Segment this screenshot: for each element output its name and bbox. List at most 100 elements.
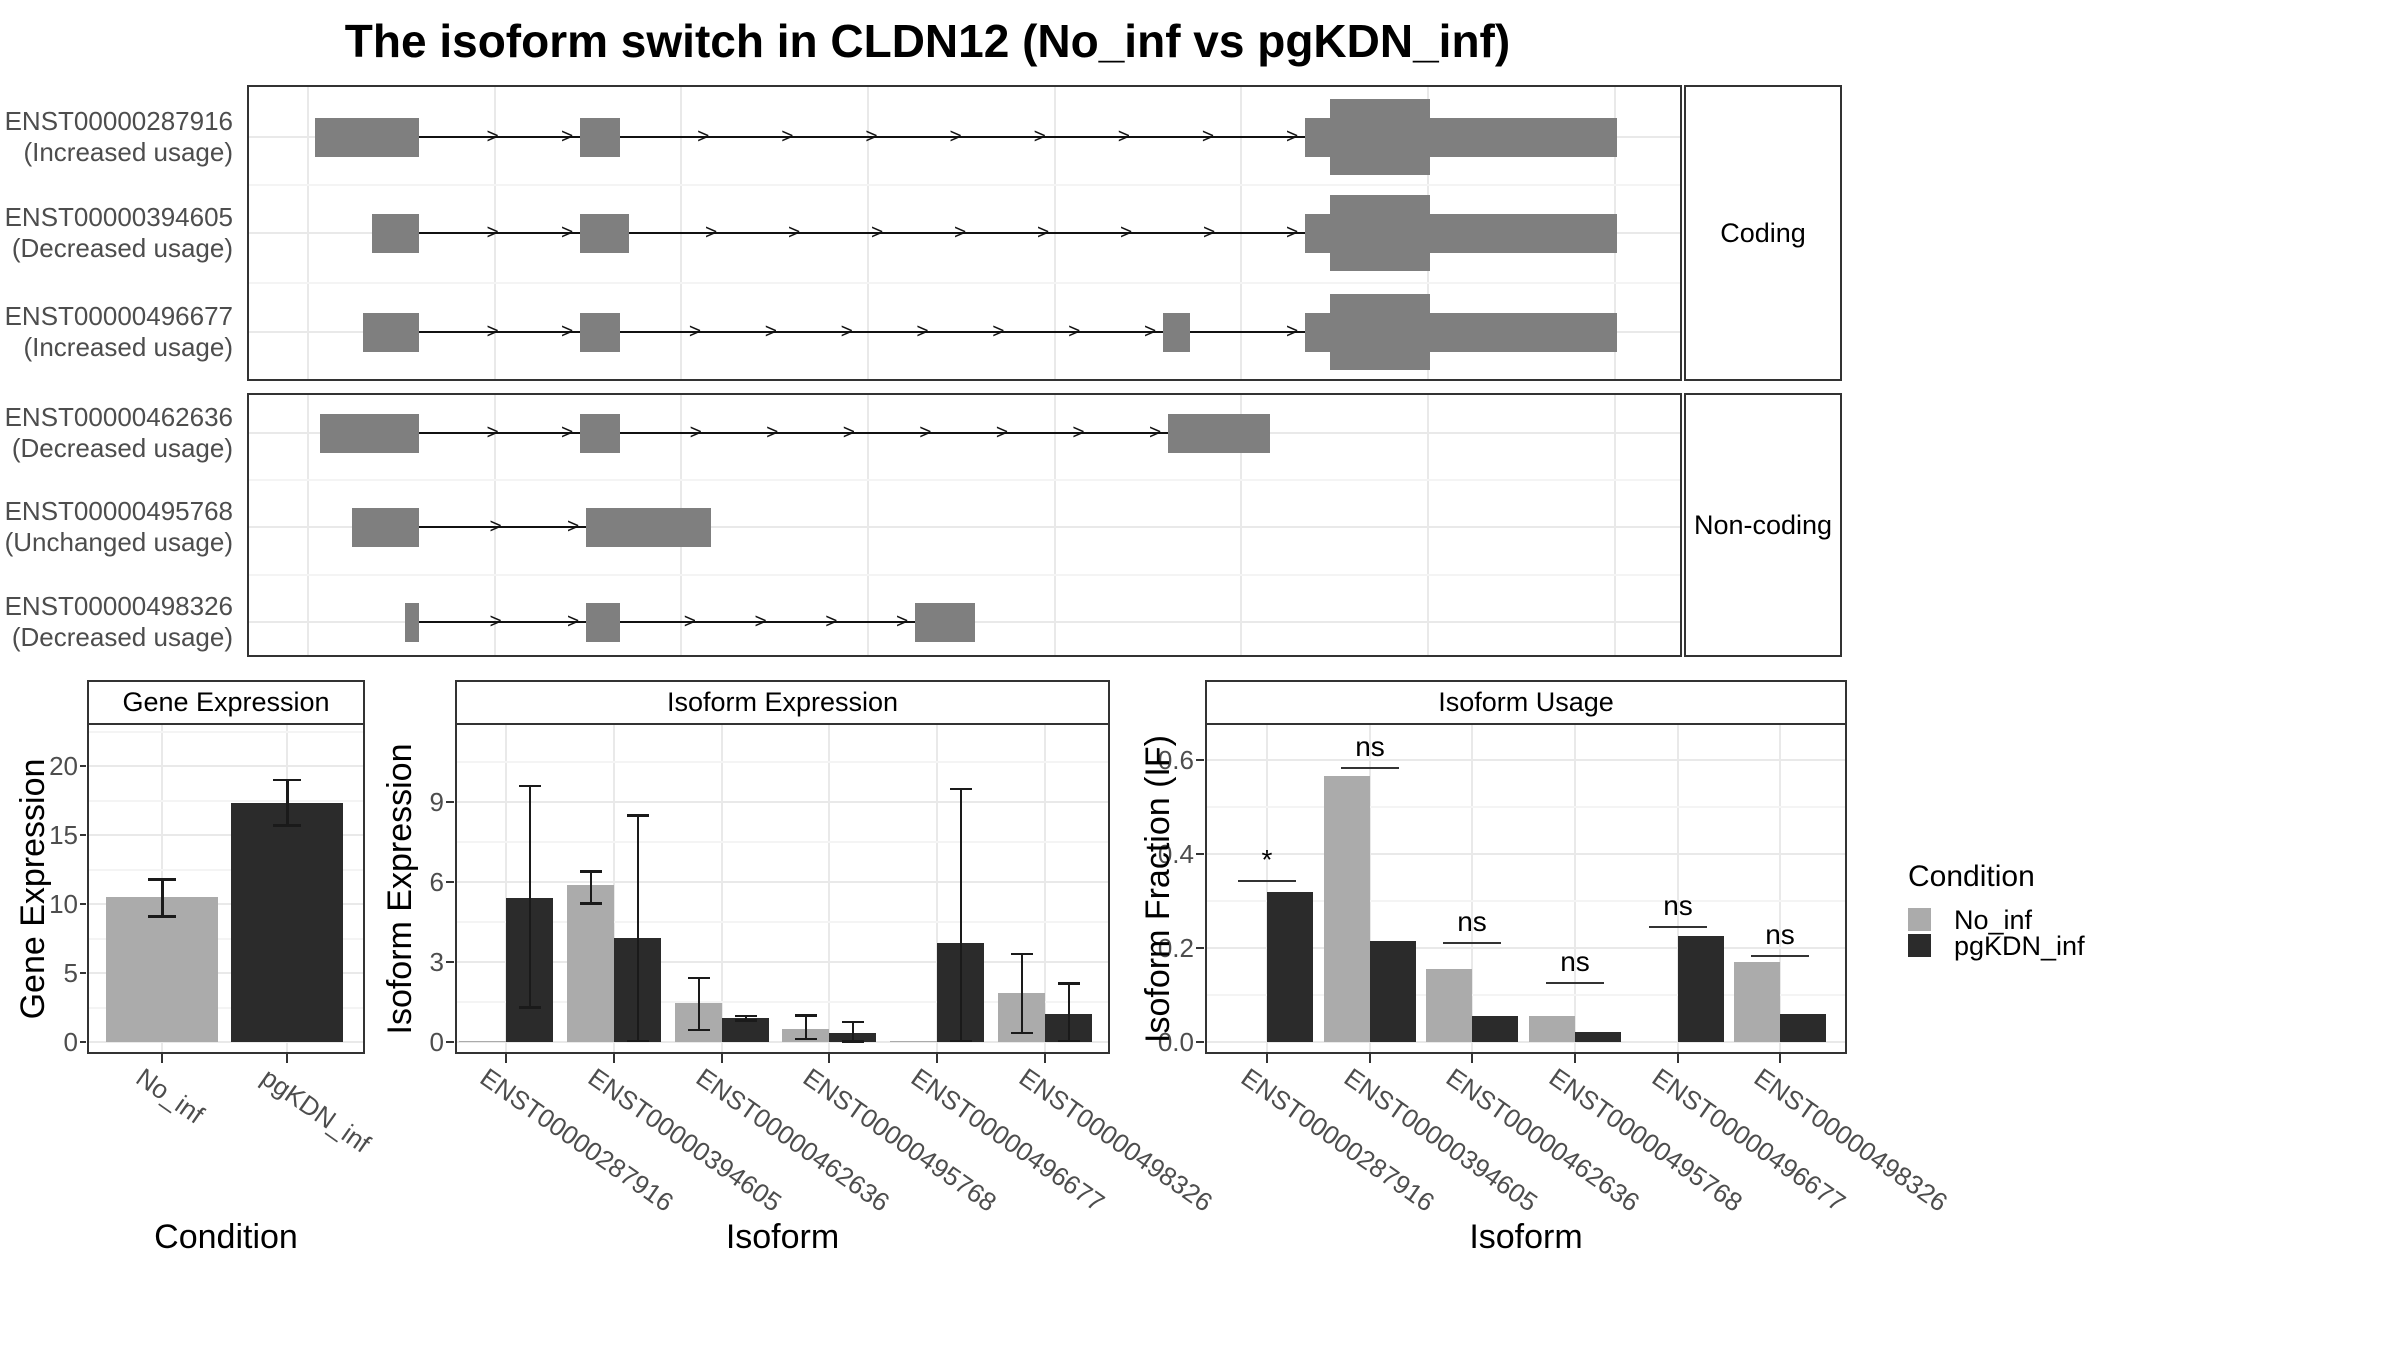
intron-arrow-icon: > [1037, 221, 1050, 244]
chart-panel [1205, 723, 1847, 1054]
gridline-minor [455, 920, 1110, 923]
exon [1305, 213, 1330, 253]
error-bar [851, 1021, 854, 1042]
intron-arrow-icon: > [949, 125, 962, 148]
gridline [247, 573, 1682, 576]
intron-arrow-icon: > [764, 320, 777, 343]
x-tick-mark [161, 1054, 163, 1063]
y-tick-label: 5 [63, 958, 78, 988]
error-bar-cap [273, 778, 301, 782]
exon [315, 117, 419, 157]
x-tick-mark [1677, 1054, 1679, 1063]
intron-arrow-icon: > [486, 221, 499, 244]
intron-line [419, 432, 580, 434]
significance-label: ns [1560, 945, 1590, 977]
error-bar [744, 1015, 747, 1021]
significance-line [1751, 955, 1809, 958]
x-tick-mark [721, 1054, 723, 1063]
y-axis-title: Isoform Expression [380, 743, 419, 1034]
x-tick-mark [1574, 1054, 1576, 1063]
bar [1734, 962, 1780, 1042]
x-tick-label: ENST00000498326 [1013, 1062, 1219, 1218]
exon [586, 507, 711, 547]
intron-arrow-icon: > [688, 320, 702, 343]
y-axis-title: Gene Expression [13, 758, 52, 1019]
intron-arrow-icon: > [1144, 320, 1157, 343]
y-tick-label: 6 [429, 866, 444, 897]
intron-line [620, 432, 1168, 434]
intron-arrow-icon: > [992, 320, 1005, 343]
intron-arrow-icon: > [871, 221, 884, 244]
gridline [87, 972, 365, 974]
y-tick-mark [1196, 853, 1204, 855]
y-tick-mark [1196, 759, 1204, 761]
gridline [1240, 393, 1242, 657]
intron-line [629, 232, 1305, 234]
intron-arrow-icon: > [1117, 125, 1131, 148]
gridline [1427, 393, 1429, 657]
exon [915, 602, 975, 642]
x-tick-mark [613, 1054, 615, 1063]
error-bar-cap [518, 1006, 541, 1009]
error-bar-cap [687, 976, 710, 980]
gridline [455, 1041, 1110, 1043]
transcript-label: ENST00000394605 (Decreased usage) [4, 202, 233, 263]
gridline [1574, 723, 1576, 1054]
exon [586, 602, 620, 642]
error-bar-cap [579, 870, 602, 873]
x-axis-title: Isoform [725, 1218, 840, 1256]
gridline [1266, 723, 1268, 1054]
y-tick-mark [446, 960, 454, 963]
significance-line [1238, 879, 1296, 882]
intron-arrow-icon: > [1120, 221, 1133, 244]
error-bar-cap [794, 1014, 817, 1017]
x-tick-label: ENST00000287916 [474, 1062, 680, 1218]
y-tick-mark [446, 1041, 454, 1043]
x-tick-label: ENST00000394605 [582, 1062, 788, 1218]
x-tick-mark [1369, 1054, 1371, 1063]
gridline [828, 723, 830, 1054]
exon-cds [1330, 99, 1430, 175]
bar [722, 1017, 769, 1042]
intron-line [620, 331, 1163, 333]
bar [106, 897, 218, 1042]
bar [1678, 936, 1724, 1042]
significance-label: ns [1355, 731, 1385, 763]
error-bar-cap [949, 1039, 972, 1043]
x-tick-label: ENST00000287916 [1235, 1062, 1441, 1218]
x-tick-label: ENST00000495768 [797, 1062, 1003, 1218]
intron-arrow-icon: > [561, 221, 574, 244]
exon-cds [1330, 195, 1430, 271]
error-bar-cap [734, 1014, 757, 1018]
x-tick-mark [1044, 1054, 1046, 1063]
bar [1267, 891, 1313, 1042]
x-tick-label: ENST00000462636 [690, 1062, 896, 1218]
legend-title: Condition [1908, 860, 2035, 893]
gridline-minor [87, 868, 365, 871]
gridline [721, 723, 723, 1054]
significance-line [1649, 925, 1707, 928]
gridline [247, 526, 1682, 528]
intron-arrow-icon: > [489, 515, 502, 538]
x-tick-label: ENST00000496677 [905, 1062, 1111, 1218]
y-tick-mark [1196, 947, 1204, 949]
exon [352, 507, 419, 547]
intron-arrow-icon: > [919, 421, 932, 444]
error-bar [1020, 953, 1023, 1033]
intron-line [419, 232, 580, 234]
gridline [1471, 723, 1473, 1054]
gridline [494, 393, 496, 657]
intron-arrow-icon: > [689, 421, 702, 444]
intron-line [419, 526, 586, 528]
chart-strip: Isoform Usage [1205, 680, 1847, 725]
exon [372, 213, 419, 253]
x-tick-mark [1266, 1054, 1268, 1063]
y-tick-mark [80, 765, 86, 767]
error-bar-cap [1010, 952, 1033, 956]
gridline-minor [87, 1006, 365, 1009]
gridline [1677, 723, 1679, 1054]
intron-arrow-icon: > [1072, 421, 1085, 444]
y-tick-label: 0 [63, 1027, 78, 1057]
transcript-label: ENST00000495768 (Unchanged usage) [4, 496, 233, 557]
